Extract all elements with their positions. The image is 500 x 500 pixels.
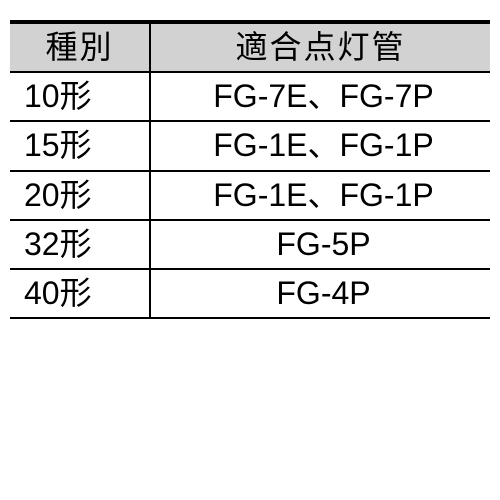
- cell-type: 32形: [10, 220, 150, 269]
- table-row: 32形 FG-5P: [10, 220, 490, 269]
- cell-type: 10形: [10, 72, 150, 121]
- cell-compat: FG-7E、FG-7P: [150, 72, 490, 121]
- compatibility-table: 種別 適合点灯管 10形 FG-7E、FG-7P 15形 FG-1E、FG-1P…: [10, 20, 490, 319]
- cell-type: 20形: [10, 171, 150, 220]
- compatibility-table-wrap: 種別 適合点灯管 10形 FG-7E、FG-7P 15形 FG-1E、FG-1P…: [0, 0, 500, 339]
- table-row: 20形 FG-1E、FG-1P: [10, 171, 490, 220]
- table-header-row: 種別 適合点灯管: [10, 22, 490, 72]
- cell-type: 15形: [10, 121, 150, 170]
- table-row: 10形 FG-7E、FG-7P: [10, 72, 490, 121]
- cell-compat: FG-5P: [150, 220, 490, 269]
- col-header-type: 種別: [10, 22, 150, 72]
- cell-type: 40形: [10, 269, 150, 318]
- col-header-compat: 適合点灯管: [150, 22, 490, 72]
- cell-compat: FG-1E、FG-1P: [150, 171, 490, 220]
- cell-compat: FG-4P: [150, 269, 490, 318]
- cell-compat: FG-1E、FG-1P: [150, 121, 490, 170]
- table-row: 40形 FG-4P: [10, 269, 490, 318]
- table-row: 15形 FG-1E、FG-1P: [10, 121, 490, 170]
